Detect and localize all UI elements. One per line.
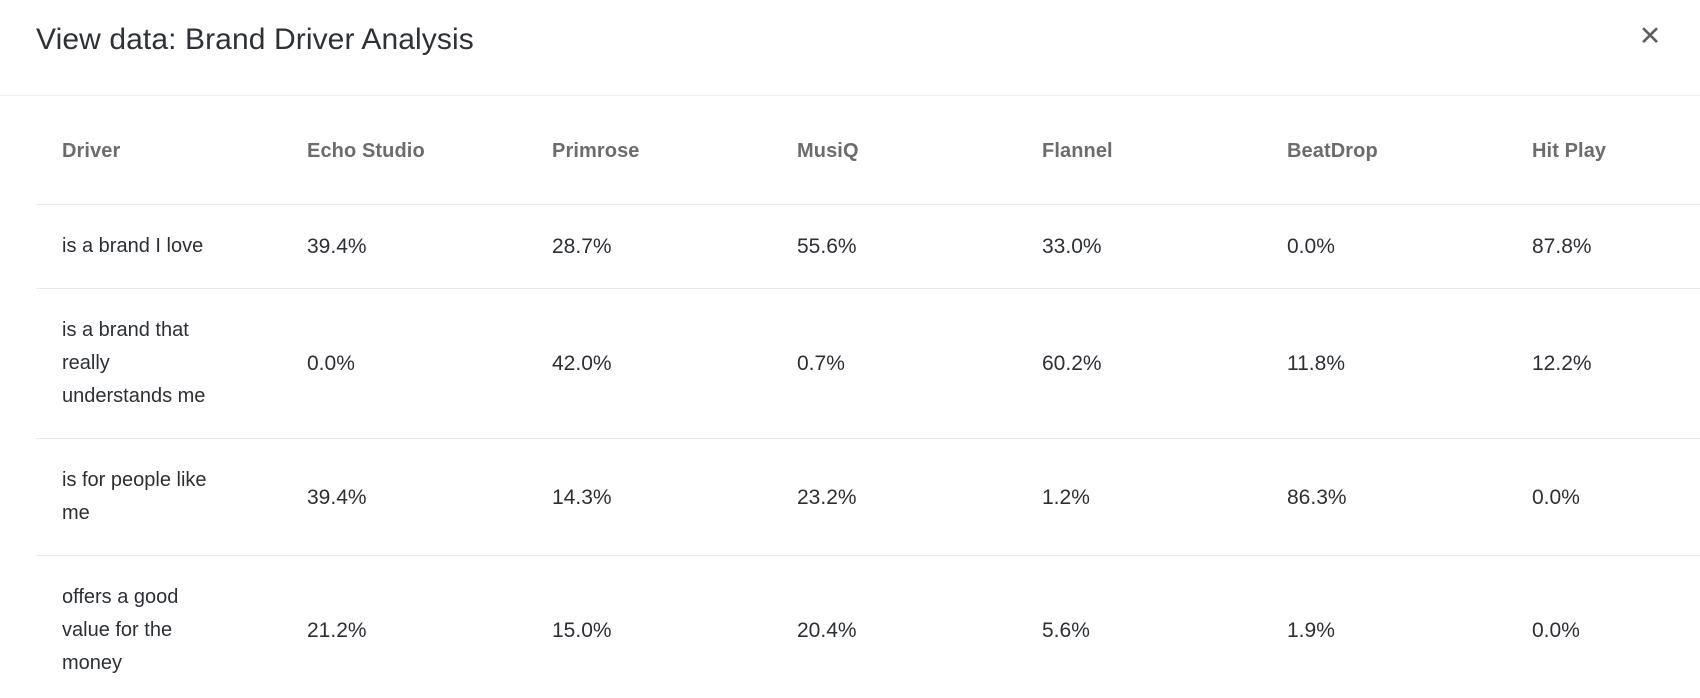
value-cell: 23.2% bbox=[771, 438, 1016, 556]
value-cell: 39.4% bbox=[281, 438, 526, 556]
table-container: Driver Echo Studio Primrose MusiQ Flanne… bbox=[36, 96, 1700, 698]
column-header-echo-studio: Echo Studio bbox=[281, 96, 526, 205]
column-header-driver: Driver bbox=[36, 96, 281, 205]
column-header-primrose: Primrose bbox=[526, 96, 771, 205]
value-cell: 60.2% bbox=[1016, 288, 1261, 439]
modal-title: View data: Brand Driver Analysis bbox=[36, 23, 474, 56]
driver-label: offers a good value for the money bbox=[62, 586, 179, 674]
table-row: is for people like me 39.4% 14.3% 23.2% … bbox=[36, 438, 1700, 556]
table-row: is a brand I love 39.4% 28.7% 55.6% 33.0… bbox=[36, 204, 1700, 289]
value-cell: 20.4% bbox=[797, 619, 857, 642]
value-cell: 1.2% bbox=[1016, 438, 1261, 556]
column-header-musiq: MusiQ bbox=[771, 96, 1016, 205]
brand-driver-table: Driver Echo Studio Primrose MusiQ Flanne… bbox=[36, 96, 1700, 698]
table-row: is a brand that really understands me 0.… bbox=[36, 288, 1700, 439]
modal-header: View data: Brand Driver Analysis ✕ bbox=[0, 0, 1700, 96]
driver-label: is a brand I love bbox=[62, 235, 204, 257]
driver-label-cell: offers a good value for the money bbox=[36, 556, 281, 698]
value-cell: 15.0% bbox=[552, 619, 612, 642]
value-cell: 0.0% bbox=[1532, 619, 1580, 642]
value-cell: 55.6% bbox=[771, 204, 1016, 289]
value-cell: 87.8% bbox=[1506, 204, 1700, 289]
driver-label: is for people like me bbox=[62, 469, 207, 524]
value-cell: 1.9% bbox=[1287, 619, 1335, 642]
value-cell: 5.6% bbox=[1042, 619, 1090, 642]
value-cell: 33.0% bbox=[1016, 204, 1261, 289]
driver-label: is a brand that really understands me bbox=[62, 319, 206, 407]
column-header-beatdrop: BeatDrop bbox=[1261, 96, 1506, 205]
close-icon: ✕ bbox=[1638, 21, 1662, 51]
header-row: Driver Echo Studio Primrose MusiQ Flanne… bbox=[36, 96, 1700, 205]
value-cell: 0.0% bbox=[1261, 204, 1506, 289]
driver-label-cell: is a brand I love bbox=[36, 204, 281, 289]
value-cell: 39.4% bbox=[281, 204, 526, 289]
value-cell: 86.3% bbox=[1261, 438, 1506, 556]
value-cell: 0.0% bbox=[1506, 438, 1700, 556]
driver-label-cell: is for people like me bbox=[36, 438, 281, 556]
column-header-flannel: Flannel bbox=[1016, 96, 1261, 205]
value-cell: 42.0% bbox=[526, 288, 771, 439]
table-row: offers a good value for the money 21.2% … bbox=[36, 556, 1700, 698]
value-cell: 21.2% bbox=[307, 619, 367, 642]
value-cell: 11.8% bbox=[1261, 288, 1506, 439]
column-header-hit-play: Hit Play bbox=[1506, 96, 1700, 205]
driver-label-cell: is a brand that really understands me bbox=[36, 288, 281, 439]
close-button[interactable]: ✕ bbox=[1628, 14, 1672, 58]
value-cell: 28.7% bbox=[526, 204, 771, 289]
value-cell: 0.7% bbox=[771, 288, 1016, 439]
value-cell: 0.0% bbox=[281, 288, 526, 439]
value-cell: 14.3% bbox=[526, 438, 771, 556]
value-cell: 12.2% bbox=[1506, 288, 1700, 439]
